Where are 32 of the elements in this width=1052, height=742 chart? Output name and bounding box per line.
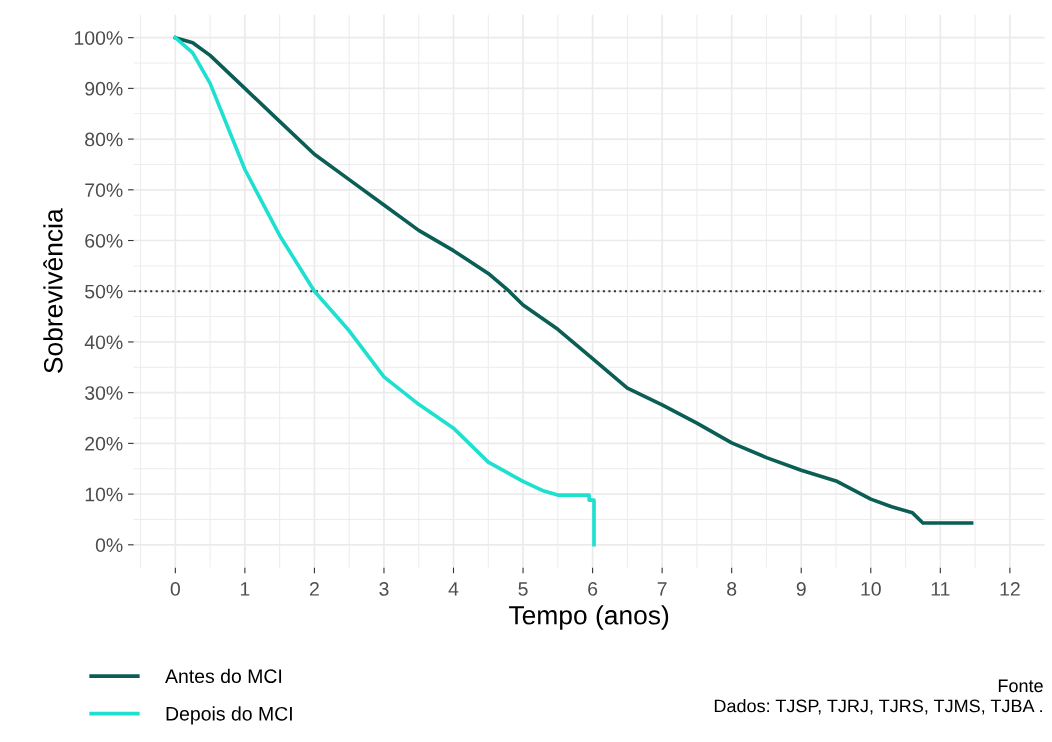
y-tick-label: 0% [95, 538, 123, 553]
x-tick-label: 9 [796, 582, 806, 596]
y-tick-label: 90% [85, 81, 123, 96]
x-tick-label: 10 [861, 582, 881, 596]
y-tick-label: 60% [85, 233, 123, 248]
y-tick-label: 30% [85, 386, 123, 400]
x-tick-label: 4 [448, 582, 459, 596]
text: Fonte [998, 679, 1043, 693]
x-tick-label: 3 [379, 582, 389, 596]
x-axis-title: Tempo (anos) [509, 605, 669, 630]
y-tick-label: 50% [85, 284, 123, 299]
text: Dados: TJSP, TJRJ, TJRS, TJMS, TJBA . [714, 699, 1042, 715]
x-tick-label: 5 [518, 582, 528, 596]
y-tick-label: 10% [85, 487, 123, 502]
x-tick-label: 7 [657, 582, 667, 596]
y-axis-title: Sobrevivência [43, 208, 63, 373]
x-tick-label: 6 [588, 582, 598, 596]
legend-label: Depois do MCI [166, 706, 292, 725]
y-tick-label: 40% [84, 335, 123, 350]
line-series [173, 35, 596, 547]
line-series [173, 35, 974, 525]
x-tick-label: 0 [170, 582, 180, 596]
x-tick-label: 2 [309, 582, 319, 596]
legend-label: Antes do MCI [165, 668, 282, 684]
x-tick-label: 1 [240, 582, 250, 596]
y-tick-label: 20% [85, 436, 123, 451]
y-tick-label: 70% [85, 183, 123, 198]
x-tick-label: 8 [727, 582, 737, 596]
y-tick-label: 80% [85, 132, 123, 147]
x-tick-label: 11 [931, 582, 950, 596]
x-tick-label: 12 [1000, 582, 1020, 596]
y-tick-label: 100% [74, 31, 123, 45]
